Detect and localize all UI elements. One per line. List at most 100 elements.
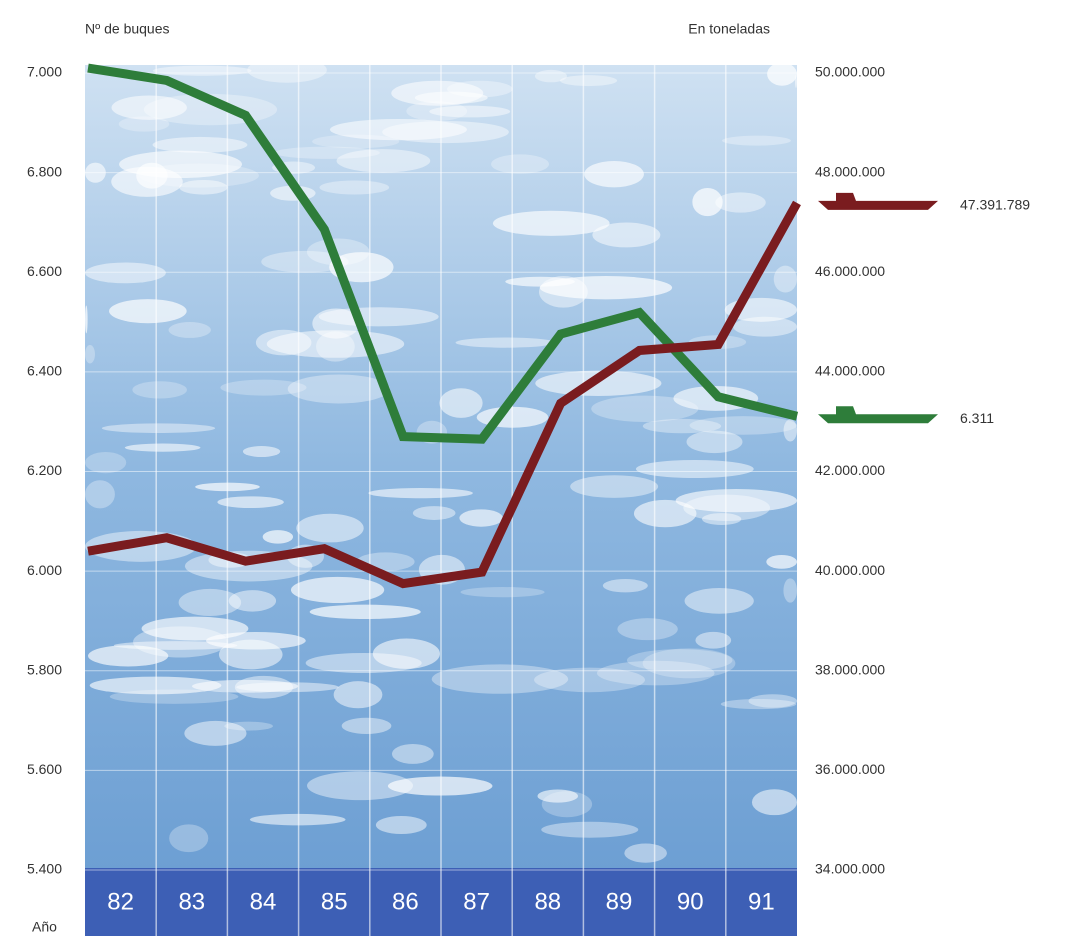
ripple <box>312 134 400 149</box>
ripple <box>85 452 127 474</box>
ripple <box>305 652 422 674</box>
ripple <box>206 631 306 650</box>
ripple <box>118 116 170 132</box>
ripple <box>439 388 483 418</box>
y-tick-label: 5.400 <box>27 861 62 877</box>
y-tick-label: 6.200 <box>27 462 62 478</box>
ripple <box>220 379 307 396</box>
ripple <box>602 579 648 593</box>
ripple <box>287 374 391 404</box>
ripple <box>626 649 733 672</box>
ripple <box>132 381 187 399</box>
ripple <box>642 418 722 434</box>
y-tick-label: 6.800 <box>27 163 62 179</box>
ripple <box>217 496 284 509</box>
ripple <box>751 789 797 816</box>
ripple <box>635 459 754 479</box>
ripple <box>309 604 421 620</box>
ripple <box>429 105 511 118</box>
ripple <box>748 694 797 708</box>
ripple <box>266 330 405 358</box>
ripple <box>570 475 659 498</box>
ripple <box>534 69 567 83</box>
y2-tick-label: 36.000.000 <box>815 761 885 777</box>
x-tick-label: 91 <box>748 888 775 915</box>
ripple <box>391 743 434 764</box>
ripple <box>333 681 383 709</box>
ripple <box>179 179 228 195</box>
ripple <box>459 509 503 527</box>
ripple <box>491 154 549 174</box>
ripple <box>184 720 247 746</box>
ripple <box>684 587 754 614</box>
ripple <box>596 660 715 686</box>
ripple <box>85 305 88 334</box>
value-label: 6.311 <box>960 410 994 426</box>
ripple <box>534 667 646 693</box>
y2-tick-label: 44.000.000 <box>815 363 885 379</box>
x-axis-title: Año <box>32 919 57 935</box>
ripple <box>722 135 791 146</box>
ripple <box>329 118 467 141</box>
ripple <box>318 307 439 327</box>
y-tick-label: 5.800 <box>27 661 62 677</box>
x-tick-label: 85 <box>321 888 348 915</box>
x-tick-label: 82 <box>107 888 134 915</box>
ripple <box>372 638 440 669</box>
ripple <box>675 488 797 513</box>
y2-tick-label: 48.000.000 <box>815 163 885 179</box>
ripple <box>733 316 797 337</box>
ripple <box>85 262 166 284</box>
ripple <box>624 843 667 863</box>
ripple <box>455 337 555 348</box>
ripple <box>689 416 797 435</box>
ripple <box>101 423 216 434</box>
ripple <box>341 717 392 735</box>
ripple <box>431 664 569 694</box>
y-tick-label: 6.000 <box>27 562 62 578</box>
y2-tick-label: 46.000.000 <box>815 263 885 279</box>
y-tick-label: 6.400 <box>27 363 62 379</box>
ripple <box>541 791 593 818</box>
y2-axis-title: En toneladas <box>688 21 770 37</box>
ripple <box>368 487 473 499</box>
ripple <box>290 576 385 603</box>
x-tick-label: 88 <box>534 888 561 915</box>
x-tick-label: 86 <box>392 888 419 915</box>
ripple <box>152 136 248 153</box>
ripple <box>592 222 661 248</box>
ripple <box>274 146 380 159</box>
ripple <box>168 322 211 338</box>
y-tick-label: 7.000 <box>27 64 62 80</box>
ripple <box>139 163 259 188</box>
ripple <box>391 80 484 106</box>
y2-tick-label: 34.000.000 <box>815 861 885 877</box>
x-tick-label: 87 <box>463 888 490 915</box>
ripple <box>249 813 346 826</box>
ripple <box>296 513 364 543</box>
x-tick-label: 89 <box>606 888 633 915</box>
line-series <box>87 63 799 444</box>
x-tick-label: 84 <box>250 888 277 915</box>
ripple <box>119 150 243 179</box>
ripple <box>783 578 798 603</box>
ripple <box>406 101 468 121</box>
y-tick-label: 6.600 <box>27 263 62 279</box>
ripple <box>560 75 618 87</box>
y2-tick-label: 40.000.000 <box>815 562 885 578</box>
ripple <box>539 276 673 300</box>
ripple <box>773 265 797 293</box>
ripple <box>715 192 766 213</box>
ripple <box>242 446 281 458</box>
ripple <box>492 210 610 236</box>
x-tick-label: 83 <box>178 888 205 915</box>
ripple <box>695 631 732 649</box>
ripple <box>767 62 797 86</box>
ripple <box>783 419 798 442</box>
ship-icon <box>818 192 938 210</box>
ripple <box>701 513 742 526</box>
ripple <box>460 587 545 598</box>
ripple <box>537 789 579 803</box>
ripple <box>584 160 644 188</box>
